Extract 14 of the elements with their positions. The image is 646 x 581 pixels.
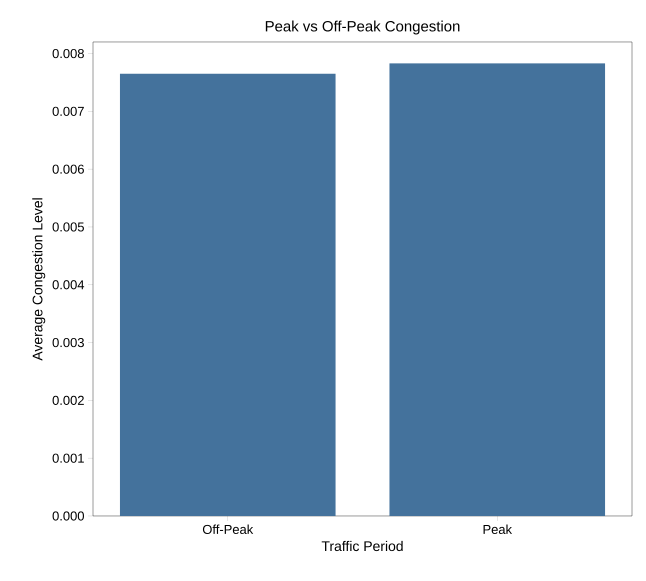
y-tick-label: 0.005 [52, 222, 84, 232]
y-tick-label: 0.002 [52, 396, 84, 405]
y-tick-label: 0.007 [52, 106, 84, 116]
y-tick-label: 0.003 [52, 338, 84, 348]
y-tick-label: 0.004 [52, 280, 84, 290]
chart-title: Peak vs Off-Peak Congestion [266, 20, 460, 34]
y-axis-title: Average Congestion Level [32, 198, 46, 361]
x-tick-label: Off-Peak [202, 524, 254, 534]
y-tick-label: 0.001 [52, 454, 84, 463]
x-axis-title: Traffic Period [322, 540, 403, 552]
y-tick-label: 0.006 [52, 164, 84, 174]
y-tick-label: 0.000 [52, 511, 84, 521]
y-tick-label: 0.008 [52, 48, 84, 58]
x-tick-label: Peak [484, 524, 512, 534]
